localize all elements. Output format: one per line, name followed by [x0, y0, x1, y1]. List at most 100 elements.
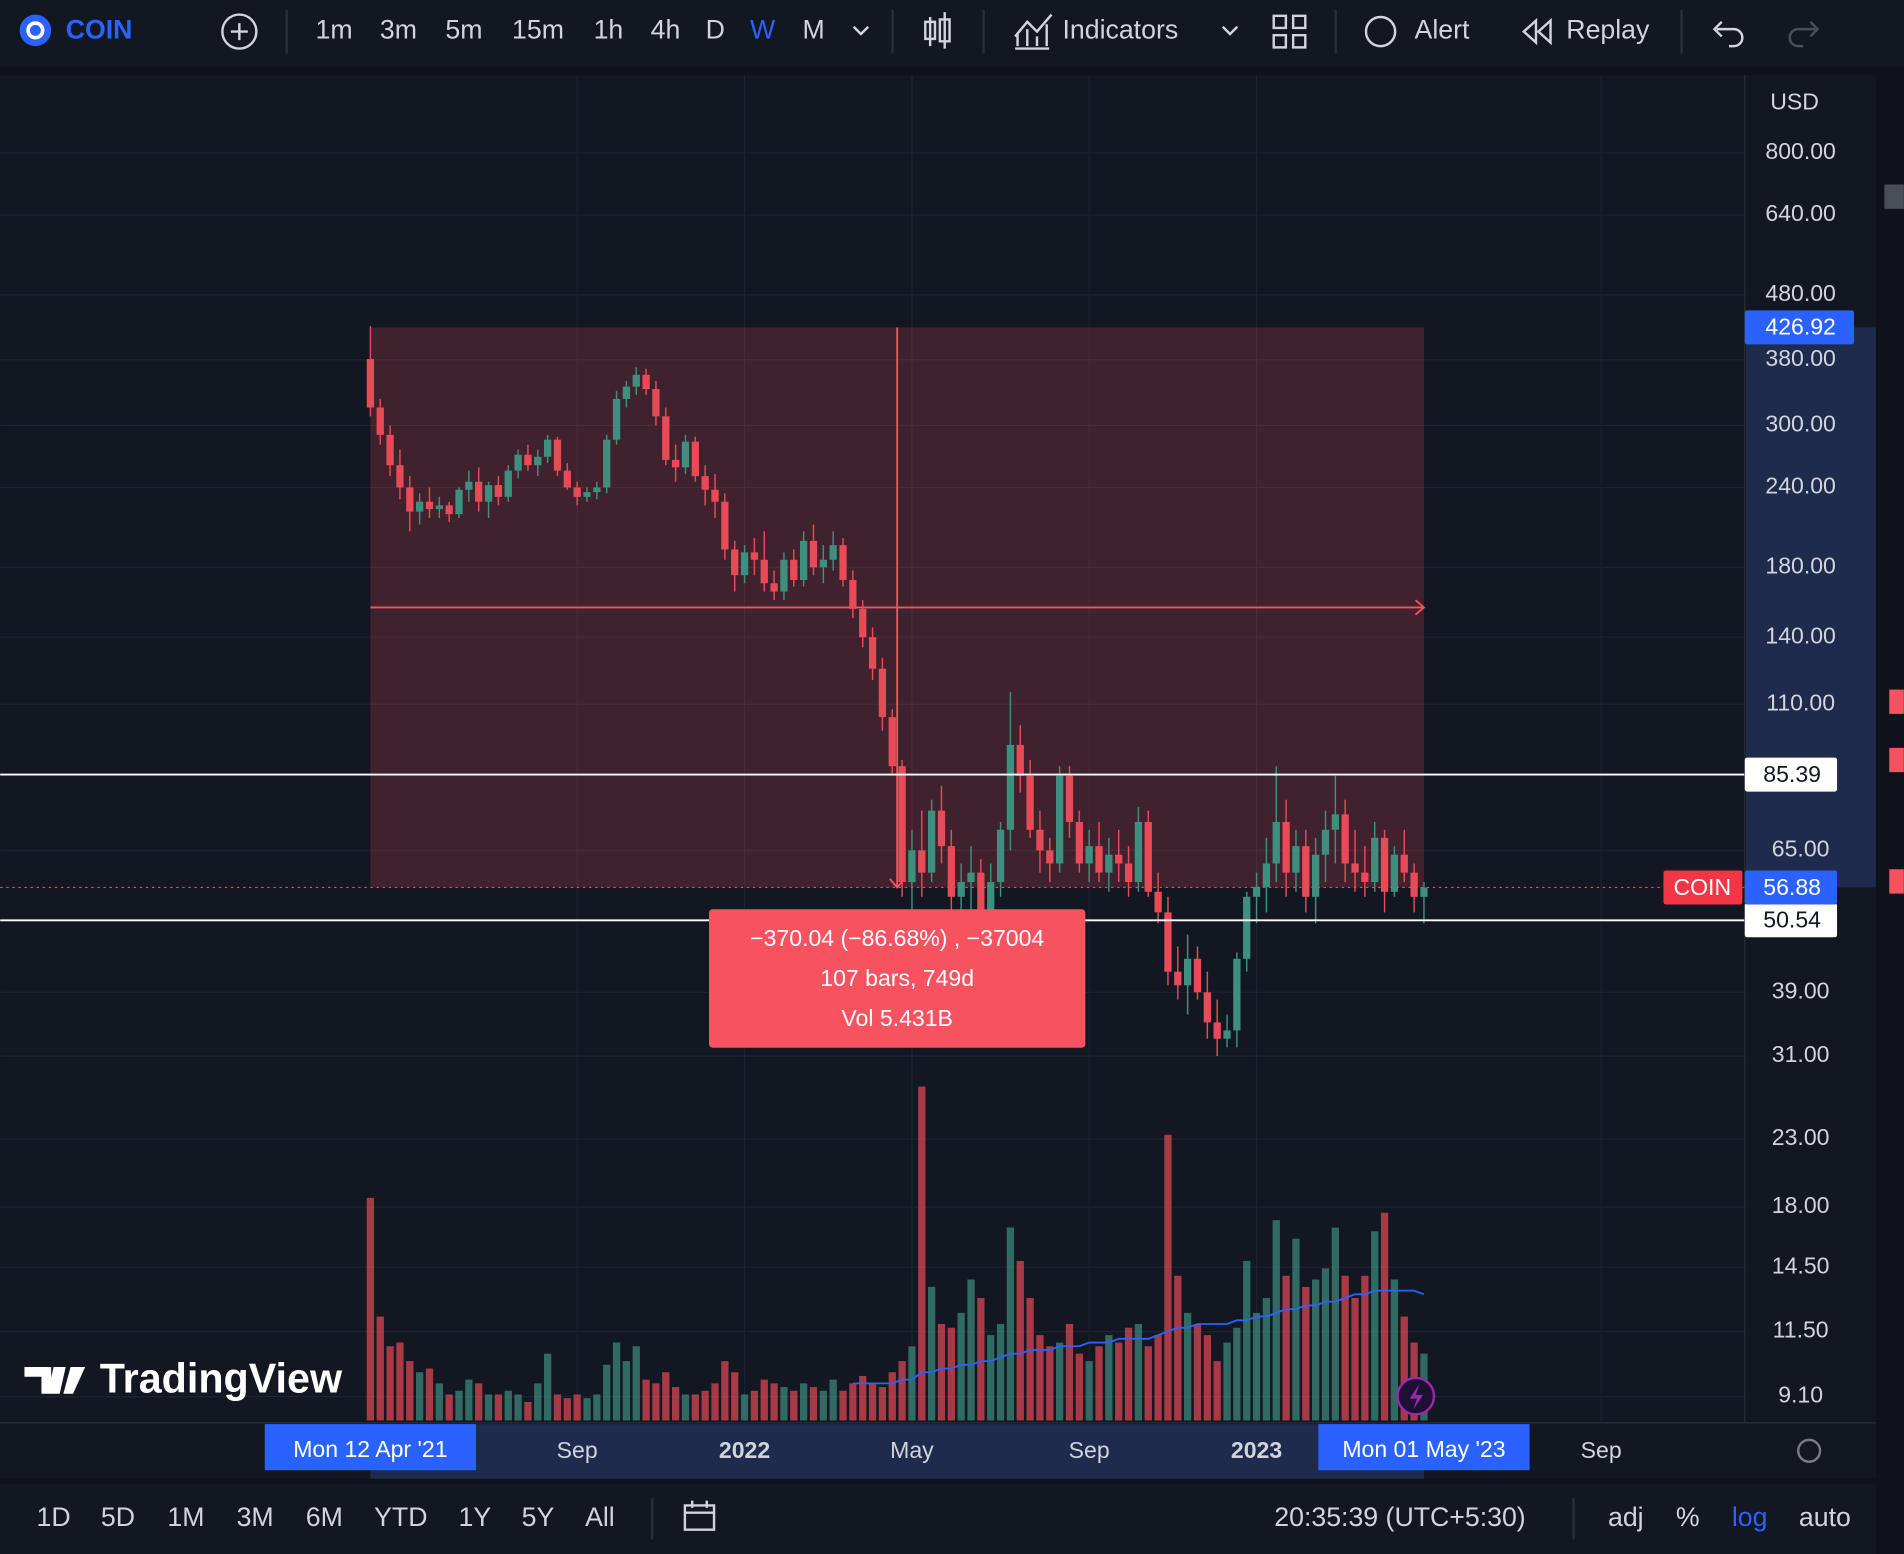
candle-body — [415, 501, 424, 512]
candle-body — [652, 389, 660, 417]
undo-button[interactable] — [1712, 20, 1744, 48]
candle-body — [770, 583, 778, 592]
candle-body — [681, 441, 690, 468]
volume-bar — [1046, 1346, 1054, 1421]
volume-bar — [740, 1394, 749, 1421]
side-marker — [1889, 869, 1904, 894]
scale-option[interactable]: log — [1732, 1502, 1768, 1532]
alert-icon — [1364, 15, 1397, 48]
candle-body — [1154, 891, 1162, 913]
candle-body — [1006, 744, 1015, 830]
measure-text: Vol 5.431B — [841, 1005, 952, 1031]
scale-option[interactable]: adj — [1608, 1502, 1644, 1532]
volume-bar — [1262, 1298, 1271, 1421]
candle-body — [1075, 821, 1083, 864]
interval-button[interactable]: 15m — [512, 15, 564, 45]
candle-body — [1243, 896, 1251, 959]
candle-body — [514, 454, 522, 471]
candle-body — [445, 505, 453, 515]
candle-body — [593, 487, 601, 493]
candle-body — [494, 485, 503, 497]
compare-icon — [230, 23, 248, 41]
volume-bar — [622, 1361, 631, 1421]
volume-bar — [1390, 1279, 1399, 1421]
toolbar-button[interactable]: Replay — [1566, 15, 1650, 45]
volume-bar — [475, 1383, 483, 1421]
interval-button[interactable]: D — [706, 15, 725, 45]
volume-bar — [1174, 1275, 1182, 1421]
range-button[interactable]: 5D — [101, 1502, 135, 1532]
layout-button[interactable] — [1272, 14, 1307, 49]
side-marker — [1889, 689, 1904, 714]
range-button[interactable]: 5Y — [522, 1502, 555, 1532]
candle-body — [731, 549, 739, 576]
compare-button[interactable] — [221, 13, 258, 50]
range-button[interactable]: All — [585, 1502, 615, 1532]
x-tick-label: Sep — [557, 1437, 598, 1463]
range-button[interactable]: 1Y — [459, 1502, 492, 1532]
currency[interactable]: USD — [1770, 88, 1819, 114]
interval-button[interactable]: 4h — [651, 15, 681, 45]
candle-body — [475, 481, 483, 502]
candle-body — [386, 434, 394, 466]
interval-button[interactable]: 3m — [380, 15, 417, 45]
interval-button[interactable]: M — [802, 15, 824, 45]
volume-bar — [671, 1387, 680, 1421]
candle-body — [553, 439, 562, 471]
settings-button[interactable] — [1796, 1438, 1822, 1463]
range-button[interactable]: 1M — [167, 1502, 204, 1532]
interval-button[interactable]: W — [750, 15, 776, 45]
candle-body — [819, 559, 827, 568]
interval-dropdown[interactable] — [852, 25, 870, 36]
volume-bar — [1233, 1327, 1241, 1421]
volume-bar — [1282, 1275, 1290, 1421]
candle-body — [780, 559, 788, 592]
range-button[interactable]: YTD — [374, 1502, 427, 1532]
watermark-logo — [24, 1367, 86, 1394]
y-tick-label: 800.00 — [1765, 138, 1836, 164]
y-tick-label: 9.10 — [1778, 1382, 1823, 1408]
volume-bar — [406, 1361, 414, 1421]
volume-bar — [563, 1398, 571, 1421]
indicators-dropdown[interactable] — [1221, 25, 1239, 36]
candle-body — [927, 810, 936, 873]
range-button[interactable]: 6M — [306, 1502, 343, 1532]
candle-body — [1312, 854, 1320, 897]
range-button[interactable]: 1D — [37, 1502, 71, 1532]
scale-option[interactable]: auto — [1799, 1502, 1851, 1532]
volume-bar — [455, 1390, 463, 1421]
price-line-label: 85.39 — [1763, 761, 1821, 787]
toolbar-button[interactable]: Indicators — [1062, 15, 1178, 45]
volume-bar — [780, 1387, 788, 1421]
candle-body — [1124, 863, 1133, 883]
candle-body — [1115, 854, 1123, 864]
range-button[interactable]: 3M — [237, 1502, 274, 1532]
redo-button[interactable] — [1788, 20, 1820, 48]
y-tick-label: 14.50 — [1772, 1252, 1830, 1278]
volume-bar — [1154, 1335, 1162, 1421]
interval-button[interactable]: 1m — [316, 15, 353, 45]
date-label-bg — [1318, 1424, 1530, 1471]
candle-body — [1390, 854, 1399, 892]
candle-body — [799, 540, 808, 581]
interval-button[interactable]: 1h — [594, 15, 624, 45]
candle-body — [859, 608, 867, 638]
candle-body — [1213, 1022, 1221, 1039]
toolbar-button[interactable]: Alert — [1415, 15, 1470, 45]
volume-bar — [937, 1324, 946, 1421]
volume-bar — [809, 1387, 818, 1421]
candle-body — [711, 489, 719, 502]
candle-body — [396, 465, 404, 488]
volume-bar — [1380, 1212, 1389, 1421]
symbol[interactable]: COIN — [66, 15, 133, 45]
scale-option[interactable]: % — [1676, 1502, 1700, 1532]
volume-bar — [918, 1086, 926, 1421]
volume-bar — [386, 1346, 394, 1421]
candle-body — [1262, 863, 1271, 887]
chart-type-button[interactable] — [924, 12, 951, 49]
volume-bar — [1124, 1327, 1133, 1421]
volume-bar — [396, 1342, 404, 1421]
interval-button[interactable]: 5m — [445, 15, 482, 45]
goto-date-button[interactable] — [683, 1500, 716, 1531]
